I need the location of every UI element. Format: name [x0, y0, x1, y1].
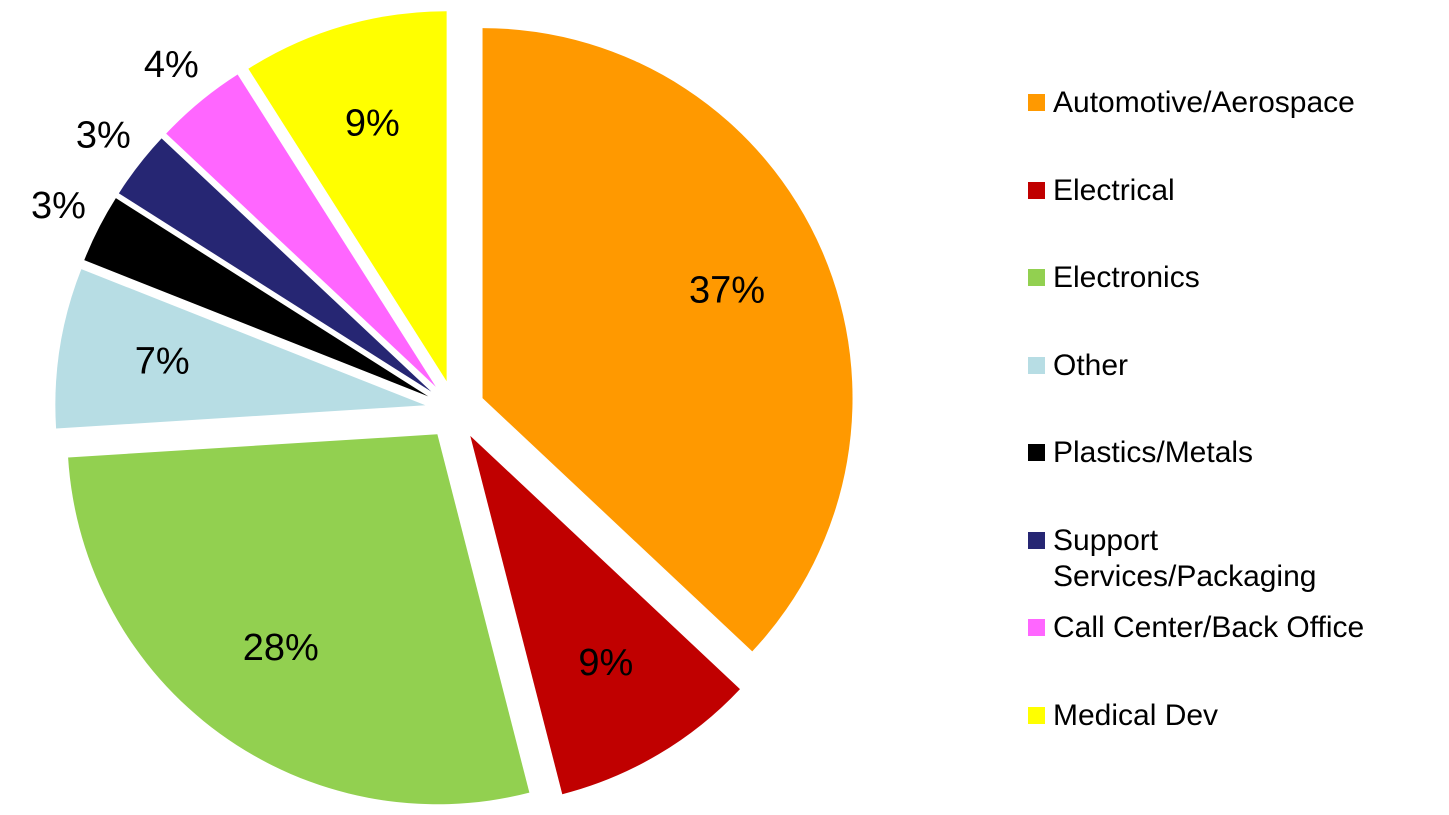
pie-slice: [118, 138, 432, 392]
pie-slice: [84, 198, 429, 397]
legend-label: Support Services/Packaging: [1053, 523, 1317, 593]
legend-swatch: [1028, 356, 1045, 374]
legend-entry: Electrical: [1028, 173, 1428, 209]
legend-entry: Electronics: [1028, 260, 1428, 296]
legend-label: Electrical: [1053, 173, 1175, 207]
pie-slice: [470, 435, 740, 795]
pie-slice: [166, 74, 436, 387]
legend-swatch: [1028, 531, 1045, 549]
legend-label: Call Center/Back Office: [1053, 611, 1365, 644]
legend-entry: Call Center/Back Office: [1028, 610, 1428, 646]
data-label: 28%: [243, 627, 319, 669]
pie-slice: [248, 11, 447, 382]
legend-label: Medical Dev: [1053, 698, 1219, 732]
legend-swatch: [1028, 94, 1045, 111]
legend-swatch: [1028, 619, 1045, 636]
data-label: 37%: [689, 269, 765, 311]
data-label: 4%: [144, 44, 199, 86]
legend-label: Electronics: [1053, 261, 1200, 294]
legend-entry: Medical Dev: [1028, 698, 1428, 734]
legend-label: Automotive/Aerospace: [1053, 86, 1355, 119]
legend-entry: Support Services/Packaging: [1028, 523, 1428, 595]
pie-slice: [55, 269, 426, 429]
legend-swatch: [1028, 269, 1045, 286]
pie-slice: [68, 434, 530, 805]
legend-label: Plastics/Metals: [1053, 436, 1254, 469]
legend-swatch: [1028, 181, 1045, 199]
data-label: 3%: [76, 114, 131, 156]
data-label: 9%: [578, 642, 633, 684]
pie-slice: [482, 28, 853, 652]
data-label: 9%: [345, 102, 400, 144]
data-label: 3%: [31, 185, 86, 227]
data-label: 7%: [135, 341, 190, 383]
legend-swatch: [1028, 444, 1045, 461]
legend-entry: Other: [1028, 348, 1428, 384]
legend-entry: Automotive/Aerospace: [1028, 85, 1428, 121]
legend-label: Other: [1053, 348, 1129, 382]
legend-entry: Plastics/Metals: [1028, 435, 1428, 471]
legend-swatch: [1028, 706, 1045, 724]
